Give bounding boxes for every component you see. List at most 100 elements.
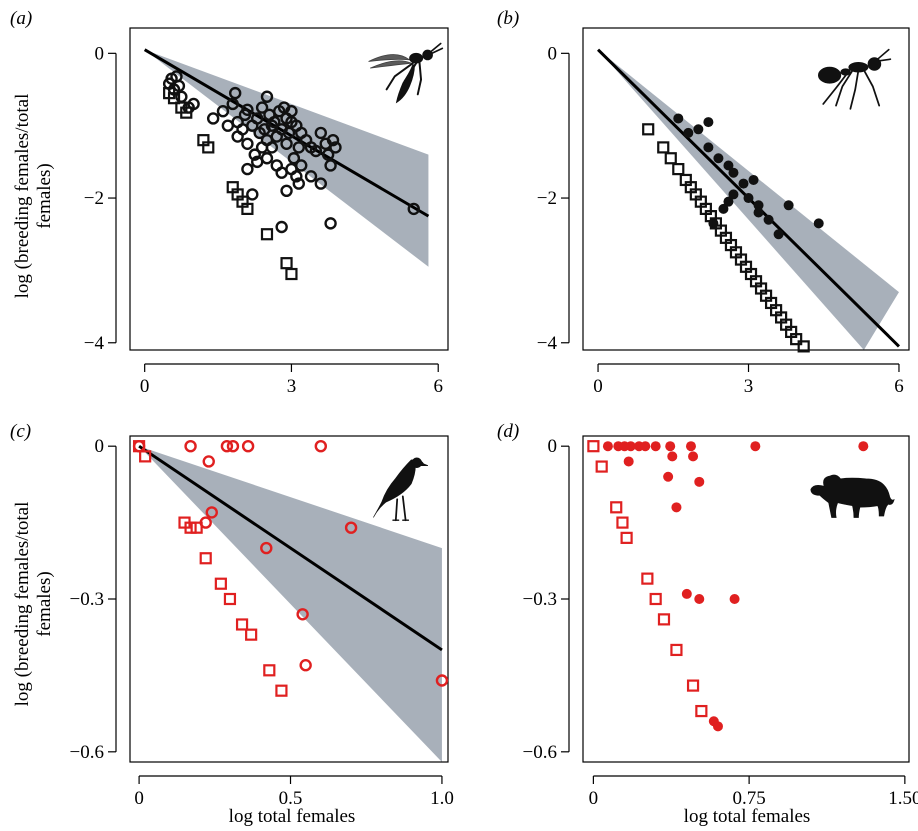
x-tick-label: 0: [134, 788, 144, 809]
data-point: [685, 441, 696, 452]
data-point: [738, 178, 749, 189]
y-tick-label: 0: [548, 43, 558, 64]
data-point: [753, 200, 764, 211]
data-point: [324, 217, 337, 230]
y-tick-label: −2: [537, 188, 557, 209]
data-point: [723, 196, 734, 207]
y-axis-title-line1: log (breeding females/total: [12, 94, 33, 299]
data-point: [683, 127, 694, 138]
data-point: [667, 451, 678, 462]
data-point: [180, 106, 193, 119]
data-point: [190, 521, 203, 534]
data-point: [329, 141, 342, 154]
data-point: [292, 141, 305, 154]
y-tick-label: −0.3: [523, 589, 557, 610]
data-point: [241, 439, 255, 453]
panel-label: (d): [497, 421, 519, 442]
y-tick-label: 0: [548, 436, 558, 457]
data-point: [773, 229, 784, 240]
y-tick-label: 0: [95, 436, 105, 457]
data-point: [205, 506, 218, 519]
panel-label: (a): [10, 8, 32, 29]
data-point: [625, 441, 636, 452]
data-point: [202, 141, 215, 154]
data-point: [260, 152, 274, 165]
data-point: [295, 159, 308, 172]
data-point: [748, 174, 759, 185]
wasp-icon: [367, 42, 444, 104]
data-point: [280, 257, 293, 270]
bird-icon: [372, 456, 428, 522]
data-point: [693, 124, 704, 135]
data-point: [641, 572, 654, 585]
data-point: [623, 456, 634, 467]
x-tick-label: 0.5: [279, 788, 303, 809]
x-tick-label: 0: [140, 376, 150, 397]
data-point: [290, 170, 303, 183]
data-point: [226, 97, 239, 111]
data-point: [260, 541, 273, 555]
lion-icon: [810, 474, 895, 518]
data-point: [265, 141, 279, 154]
data-point: [221, 119, 235, 132]
x-axis-title-left: log total females: [229, 806, 356, 827]
data-point: [326, 133, 340, 147]
x-tick-label: 3: [287, 376, 297, 397]
data-point: [602, 441, 613, 452]
x-tick-label: 6: [433, 376, 443, 397]
data-point: [407, 202, 420, 216]
x-tick-label: 3: [744, 376, 754, 397]
data-point: [167, 92, 181, 105]
data-point: [260, 228, 274, 241]
data-point: [657, 613, 671, 626]
x-tick-label: 1.50: [888, 788, 918, 809]
data-point: [695, 704, 708, 718]
data-point: [202, 455, 215, 468]
data-point: [686, 679, 700, 692]
data-point: [703, 142, 714, 153]
data-point: [241, 137, 254, 150]
data-point: [783, 200, 794, 211]
panel-label: (b): [497, 8, 519, 29]
data-point: [285, 267, 298, 281]
data-point: [587, 440, 600, 453]
data-point: [620, 531, 633, 544]
data-point: [172, 79, 186, 93]
data-point: [275, 684, 288, 697]
data-point: [673, 113, 684, 124]
data-point: [248, 148, 261, 161]
data-point: [763, 214, 774, 225]
data-point: [650, 441, 661, 452]
data-point: [688, 451, 699, 462]
data-point: [728, 167, 739, 178]
data-point: [694, 594, 705, 604]
panel-label: (c): [10, 421, 31, 442]
y-tick-label: −0.3: [70, 589, 104, 610]
data-point: [287, 152, 301, 165]
data-point: [610, 501, 623, 514]
data-point: [304, 170, 318, 183]
plot-frame: [129, 27, 449, 351]
confidence-band: [144, 49, 429, 267]
data-point: [285, 105, 298, 118]
data-point: [797, 340, 810, 353]
data-point: [750, 441, 761, 452]
data-point: [694, 476, 705, 487]
data-point: [723, 160, 734, 171]
data-point: [280, 137, 293, 150]
x-tick-label: 0.75: [732, 788, 765, 809]
data-point: [703, 117, 714, 128]
data-point: [292, 177, 305, 190]
data-point: [713, 153, 724, 164]
regression-line: [138, 444, 443, 652]
data-point: [642, 123, 655, 136]
data-point: [228, 86, 242, 100]
data-point: [296, 608, 309, 621]
data-point: [280, 184, 293, 198]
data-point: [435, 674, 449, 687]
data-point: [246, 188, 259, 201]
data-point: [216, 105, 230, 118]
data-point: [663, 471, 674, 482]
y-axis-title-line2: females): [34, 163, 55, 228]
